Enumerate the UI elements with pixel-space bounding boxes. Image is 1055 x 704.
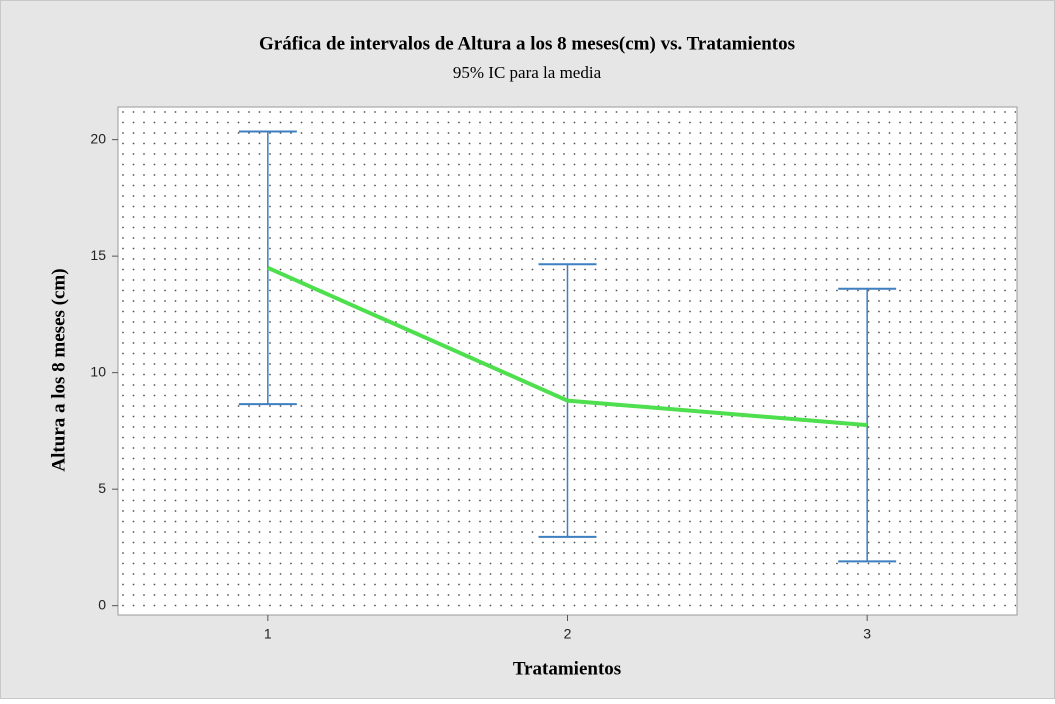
y-axis-label: Altura a los 8 meses (cm) (48, 268, 69, 471)
y-tick-label: 15 (90, 247, 106, 263)
x-tick-label: 3 (863, 626, 871, 642)
mean-line (267, 265, 868, 428)
y-tick-label: 0 (98, 596, 106, 612)
y-tick-label: 20 (90, 130, 106, 146)
x-axis-label: Tratamientos (513, 658, 621, 679)
chart-subtitle: 95% IC para la media (453, 63, 602, 82)
y-tick-label: 10 (90, 363, 106, 379)
x-tick-label: 1 (264, 626, 272, 642)
y-tick-label: 5 (98, 480, 106, 496)
chart-title: Gráfica de intervalos de Altura a los 8 … (259, 33, 795, 54)
x-tick-label: 2 (564, 626, 572, 642)
